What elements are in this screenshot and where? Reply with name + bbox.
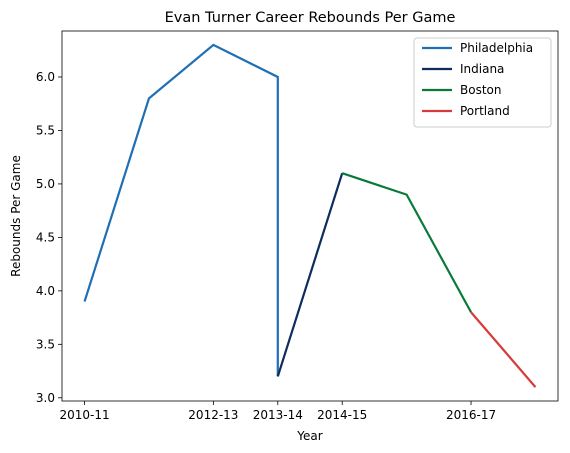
y-tick-label: 3.0 [36,391,55,405]
series-line-boston [341,172,473,313]
y-tick-label: 5.0 [36,177,55,191]
y-tick-label: 5.5 [36,123,55,137]
y-axis-ticks: 3.0 3.5 4.0 4.5 5.0 5.5 6.0 [36,70,62,405]
series-lines [83,43,537,388]
x-tick-label: 2012-13 [188,408,238,422]
x-axis-ticks: 2010-11 2012-13 2013-14 2014-15 2016-17 [59,401,496,422]
y-axis-label: Rebounds Per Game [9,155,23,277]
x-tick-label: 2010-11 [59,408,109,422]
series-line-indiana [276,172,344,377]
y-tick-label: 4.0 [36,284,55,298]
legend-label-indiana: Indiana [460,62,504,76]
x-tick-label: 2016-17 [446,408,496,422]
legend: Philadelphia Indiana Boston Portland [413,37,552,128]
chart-title: Evan Turner Career Rebounds Per Game [165,10,456,26]
y-tick-label: 6.0 [36,70,55,84]
series-line-portland [470,311,537,388]
legend-label-philadelphia: Philadelphia [460,41,533,55]
legend-label-portland: Portland [460,104,510,118]
plot-area-frame [61,30,559,402]
x-tick-label: 2014-15 [317,408,367,422]
legend-label-boston: Boston [460,83,501,97]
y-tick-label: 4.5 [36,230,55,244]
y-tick-label: 3.5 [36,337,55,351]
x-tick-label: 2013-14 [253,408,303,422]
series-line-philadelphia [83,43,279,377]
x-axis-label: Year [296,429,322,443]
legend-box [413,37,552,128]
